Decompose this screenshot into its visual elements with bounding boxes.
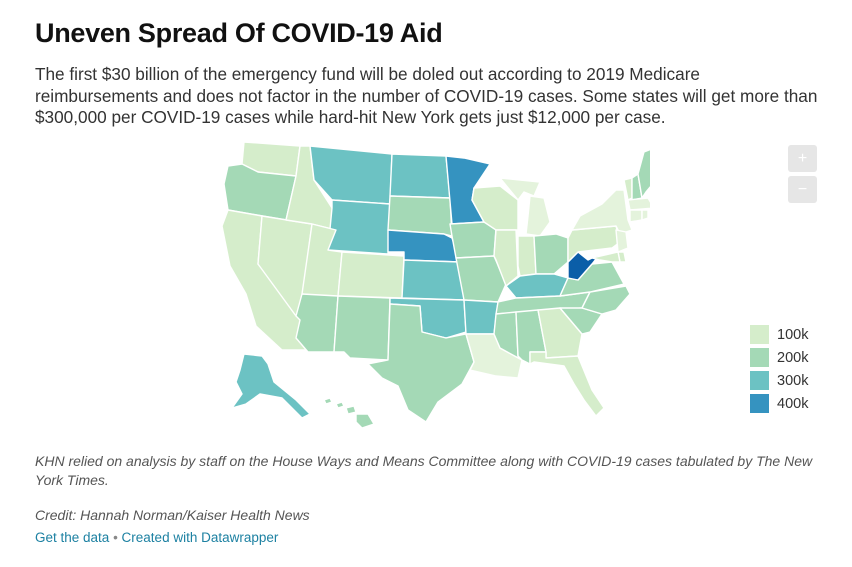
legend-item-100k: 100k [750, 323, 808, 346]
state-hawaii-island[interactable] [345, 405, 357, 415]
state-south-carolina[interactable] [559, 307, 603, 335]
legend-item-200k: 200k [750, 346, 808, 369]
state-massachusetts[interactable] [627, 197, 650, 211]
zoom-in-button[interactable]: + [788, 145, 817, 172]
us-choropleth-map[interactable] [200, 138, 650, 428]
footer: Get the data • Created with Datawrapper [35, 530, 278, 545]
state-north-dakota[interactable] [389, 153, 451, 199]
state-south-dakota[interactable] [387, 195, 453, 237]
legend-swatch [750, 325, 769, 344]
state-hawaii-island[interactable] [335, 401, 345, 409]
state-maryland[interactable] [591, 251, 621, 263]
legend-swatch [750, 394, 769, 413]
state-connecticut[interactable] [629, 209, 643, 223]
state-ohio[interactable] [533, 233, 569, 275]
footer-separator: • [109, 530, 122, 545]
legend-label: 200k [777, 349, 809, 366]
state-iowa[interactable] [449, 221, 497, 259]
chart-title: Uneven Spread Of COVID-19 Aid [35, 18, 443, 48]
state-missouri[interactable] [455, 255, 507, 303]
legend-swatch [750, 348, 769, 367]
map-svg[interactable] [200, 138, 650, 428]
legend-item-300k: 300k [750, 369, 808, 392]
chart-description: The first $30 billion of the emergency f… [35, 64, 818, 127]
state-arkansas[interactable] [463, 299, 499, 335]
state-hawaii[interactable] [323, 397, 375, 428]
created-with-datawrapper-link[interactable]: Created with Datawrapper [121, 530, 279, 545]
state-wyoming[interactable] [327, 199, 391, 255]
state-rhode-island[interactable] [641, 209, 649, 221]
notes-text: KHN relied on analysis by staff on the H… [35, 453, 813, 488]
state-hawaii-island[interactable] [323, 397, 333, 405]
state-new-jersey[interactable] [615, 229, 629, 253]
state-new-mexico[interactable] [333, 295, 391, 361]
state-kansas[interactable] [401, 259, 465, 301]
state-florida[interactable] [529, 351, 605, 417]
credit-text: Credit: Hannah Norman/Kaiser Health News [35, 507, 310, 523]
state-alaska[interactable] [231, 353, 311, 419]
map-legend: 100k 200k 300k 400k [750, 323, 808, 415]
legend-label: 300k [777, 372, 809, 389]
legend-label: 400k [777, 395, 809, 412]
legend-label: 100k [777, 326, 809, 343]
zoom-out-button[interactable]: − [788, 176, 817, 203]
get-data-link[interactable]: Get the data [35, 530, 110, 545]
state-hawaii-island[interactable] [355, 413, 375, 428]
state-colorado[interactable] [337, 251, 405, 299]
state-indiana[interactable] [517, 235, 537, 277]
state-texas[interactable] [367, 303, 475, 423]
state-new-york[interactable] [571, 189, 633, 235]
legend-swatch [750, 371, 769, 390]
state-arizona[interactable] [295, 293, 339, 353]
legend-item-400k: 400k [750, 392, 808, 415]
